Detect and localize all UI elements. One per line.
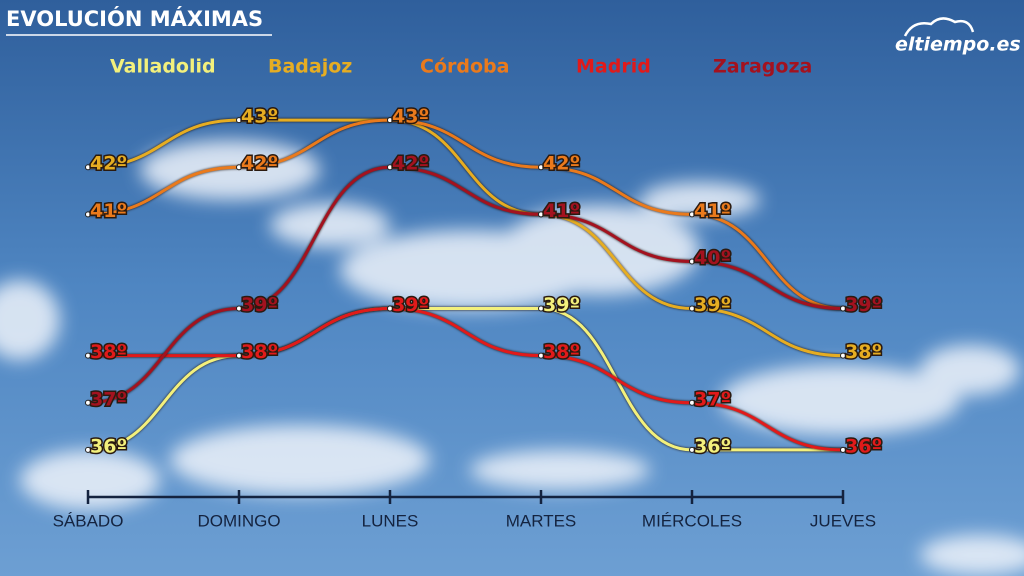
point: [840, 446, 846, 453]
point: [236, 305, 242, 312]
point: [538, 211, 544, 218]
legend-entry: Badajoz: [268, 56, 352, 78]
value-label: 39º: [694, 294, 731, 316]
point: [387, 305, 393, 312]
value-labels: 36º 39º 36º 42º 43º 39º 38º 41º 42º 43º 42º 41º 38º 3…: [85, 104, 884, 459]
logo-text: eltiempo.es: [895, 34, 1021, 56]
point: [85, 164, 91, 171]
value-label: 42º: [90, 153, 127, 175]
point: [85, 211, 91, 218]
value-label: 43º: [241, 106, 278, 128]
value-label: 38º: [543, 341, 580, 363]
point: [840, 305, 846, 312]
point: [538, 164, 544, 171]
series-group: [87, 118, 844, 311]
value-label: 37º: [694, 388, 731, 410]
x-tick-label: MARTES: [506, 511, 577, 530]
point: [387, 164, 393, 171]
point: [236, 352, 242, 359]
point: [689, 446, 695, 453]
value-label: 41º: [90, 200, 127, 222]
value-label: 41º: [694, 200, 731, 222]
point: [689, 305, 695, 312]
logo: eltiempo.es: [895, 17, 1021, 56]
point: [840, 352, 846, 359]
series-line: [87, 165, 844, 405]
value-label: 42º: [241, 153, 278, 175]
chart-title: EVOLUCIÓN MÁXIMAS: [6, 6, 263, 31]
value-label: 43º: [392, 106, 429, 128]
point: [85, 352, 91, 359]
value-label: 39º: [543, 294, 580, 316]
value-label: 41º: [543, 200, 580, 222]
value-label: 36º: [90, 435, 127, 457]
clouds: [0, 140, 1024, 575]
value-label: 36º: [694, 435, 731, 457]
point: [689, 258, 695, 265]
series-line: [87, 118, 844, 311]
legend-entry: Valladolid: [110, 56, 216, 78]
value-label: 42º: [392, 153, 429, 175]
value-label: 39º: [241, 294, 278, 316]
x-tick-label: MIÉRCOLES: [642, 511, 742, 530]
value-label: 39º: [392, 294, 429, 316]
value-label: 37º: [90, 388, 127, 410]
point: [689, 211, 695, 218]
series-line: [87, 118, 844, 358]
value-label: 38º: [845, 341, 882, 363]
series-group: [87, 118, 844, 358]
value-label: 38º: [241, 341, 278, 363]
series-group: [87, 165, 844, 405]
point: [689, 399, 695, 406]
point: [85, 399, 91, 406]
legend-entry: Madrid: [576, 56, 651, 78]
point: [236, 164, 242, 171]
legend-entry: Zaragoza: [713, 56, 812, 78]
point: [387, 117, 393, 124]
point: [538, 305, 544, 312]
x-tick-label: LUNES: [362, 511, 419, 530]
value-label: 38º: [90, 341, 127, 363]
point: [85, 446, 91, 453]
legend-entry: Córdoba: [420, 56, 509, 78]
x-tick-label: JUEVES: [810, 511, 876, 530]
value-label: 40º: [694, 247, 731, 269]
x-tick-label: SÁBADO: [53, 511, 124, 530]
value-label: 42º: [543, 153, 580, 175]
value-label: 36º: [845, 435, 882, 457]
x-tick-label: DOMINGO: [197, 511, 280, 530]
value-label: 39º: [845, 294, 882, 316]
point: [236, 117, 242, 124]
point: [538, 352, 544, 359]
